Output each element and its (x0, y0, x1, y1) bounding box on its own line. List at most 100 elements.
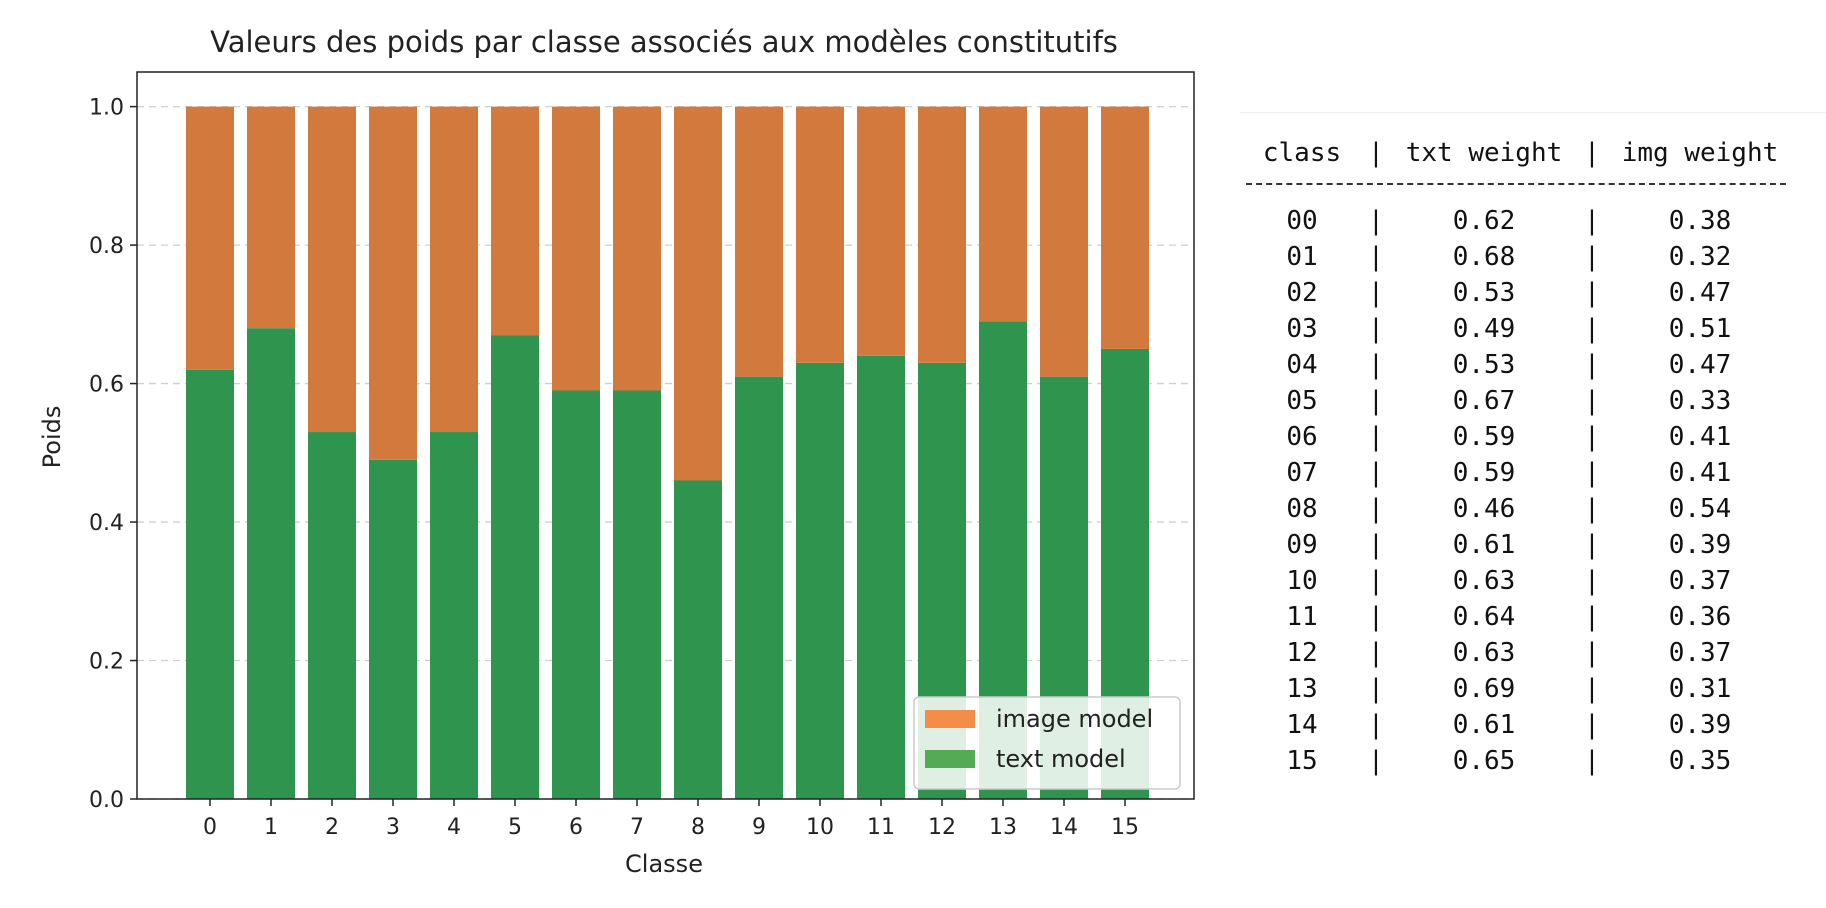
column-separator: | (1584, 138, 1600, 168)
cell-img-weight: 0.33 (1668, 386, 1732, 416)
x-tick-label: 10 (806, 815, 834, 840)
cell-img-weight: 0.36 (1668, 602, 1732, 632)
bar-image-model-2 (308, 106, 356, 433)
bar-text-model-8 (674, 480, 722, 799)
bars (186, 106, 1149, 799)
cell-class: 09 (1286, 530, 1318, 560)
x-tick-label: 11 (867, 815, 895, 840)
x-tick-label: 12 (928, 815, 956, 840)
cell-txt-weight: 0.63 (1452, 638, 1516, 668)
legend-label-text-model: text model (996, 745, 1126, 773)
cell-txt-weight: 0.59 (1452, 458, 1516, 488)
bar-image-model-0 (186, 106, 234, 370)
bar-image-model-15 (1101, 106, 1149, 349)
x-tick-label: 5 (508, 815, 522, 840)
column-separator: | (1584, 566, 1600, 596)
x-tick-label: 6 (569, 815, 583, 840)
column-separator: | (1584, 206, 1600, 236)
bar-image-model-12 (918, 106, 966, 363)
table-row: 08 | 0.46 | 0.54 (1240, 491, 1826, 527)
x-tick-label: 4 (447, 815, 461, 840)
bar-text-model-9 (735, 376, 783, 799)
x-axis-label: Classe (625, 850, 703, 878)
column-separator: | (1368, 566, 1384, 596)
bar-image-model-1 (247, 106, 295, 329)
column-separator: | (1368, 674, 1384, 704)
legend: image model text model (913, 696, 1181, 790)
cell-class: 02 (1286, 278, 1318, 308)
cell-txt-weight: 0.49 (1452, 314, 1516, 344)
table-row: 11 | 0.64 | 0.36 (1240, 599, 1826, 635)
column-separator: | (1368, 242, 1384, 272)
x-tick-label: 7 (630, 815, 644, 840)
y-tick-label: 0.4 (89, 511, 124, 536)
cell-img-weight: 0.41 (1668, 422, 1732, 452)
header-txt-weight: txt weight (1405, 138, 1563, 168)
cell-img-weight: 0.38 (1668, 206, 1732, 236)
header-img-weight: img weight (1621, 138, 1779, 168)
legend-label-image-model: image model (996, 705, 1153, 733)
legend-swatch-image-model (925, 710, 975, 728)
y-tick-label: 1.0 (89, 96, 124, 121)
column-separator: | (1368, 494, 1384, 524)
bar-text-model-5 (491, 335, 539, 799)
bar-image-model-7 (613, 106, 661, 391)
cell-txt-weight: 0.62 (1452, 206, 1516, 236)
bar-image-model-6 (552, 106, 600, 391)
chart-title: Valeurs des poids par classe associés au… (210, 25, 1118, 59)
y-axis-label: Poids (38, 406, 66, 469)
bar-image-model-11 (857, 106, 905, 356)
x-tick-label: 0 (203, 815, 217, 840)
bar-image-model-14 (1040, 106, 1088, 377)
column-separator: | (1584, 494, 1600, 524)
bar-image-model-4 (430, 106, 478, 433)
y-tick-label: 0.0 (89, 788, 124, 813)
y-tick-label: 0.8 (89, 234, 124, 259)
bar-image-model-13 (979, 106, 1027, 322)
cell-img-weight: 0.31 (1668, 674, 1732, 704)
cell-img-weight: 0.37 (1668, 638, 1732, 668)
table-row: 05 | 0.67 | 0.33 (1240, 383, 1826, 419)
cell-txt-weight: 0.59 (1452, 422, 1516, 452)
column-separator: | (1368, 314, 1384, 344)
bar-image-model-10 (796, 106, 844, 363)
column-separator: | (1584, 458, 1600, 488)
stacked-bar-chart: Valeurs des poids par classe associés au… (38, 25, 1195, 878)
table-row: 01 | 0.68 | 0.32 (1240, 239, 1826, 275)
table-row: 09 | 0.61 | 0.39 (1240, 527, 1826, 563)
cell-class: 00 (1286, 206, 1318, 236)
column-separator: | (1584, 386, 1600, 416)
x-tick-label: 3 (386, 815, 400, 840)
cell-txt-weight: 0.69 (1452, 674, 1516, 704)
table-header: class | txt weight | img weight (1240, 135, 1826, 171)
header-rule (1246, 183, 1786, 189)
cell-class: 06 (1286, 422, 1318, 452)
cell-img-weight: 0.39 (1668, 530, 1732, 560)
column-separator: | (1368, 602, 1384, 632)
column-separator: | (1584, 278, 1600, 308)
column-separator: | (1368, 422, 1384, 452)
cell-class: 08 (1286, 494, 1318, 524)
cell-class: 10 (1286, 566, 1318, 596)
x-tick-label: 1 (264, 815, 278, 840)
column-separator: | (1368, 278, 1384, 308)
table-row: 04 | 0.53 | 0.47 (1240, 347, 1826, 383)
column-separator: | (1584, 746, 1600, 776)
cell-img-weight: 0.37 (1668, 566, 1732, 596)
column-separator: | (1584, 530, 1600, 560)
bar-image-model-8 (674, 106, 722, 481)
cell-txt-weight: 0.53 (1452, 350, 1516, 380)
cell-img-weight: 0.54 (1668, 494, 1732, 524)
table-row: 03 | 0.49 | 0.51 (1240, 311, 1826, 347)
table-row: 13 | 0.69 | 0.31 (1240, 671, 1826, 707)
cell-img-weight: 0.35 (1668, 746, 1732, 776)
cell-class: 07 (1286, 458, 1318, 488)
cell-img-weight: 0.32 (1668, 242, 1732, 272)
column-separator: | (1584, 638, 1600, 668)
y-tick-label: 0.2 (89, 650, 124, 675)
gridlines (137, 105, 1194, 800)
x-tick-label: 14 (1050, 815, 1078, 840)
bar-text-model-0 (186, 369, 234, 799)
cell-txt-weight: 0.65 (1452, 746, 1516, 776)
column-separator: | (1368, 746, 1384, 776)
